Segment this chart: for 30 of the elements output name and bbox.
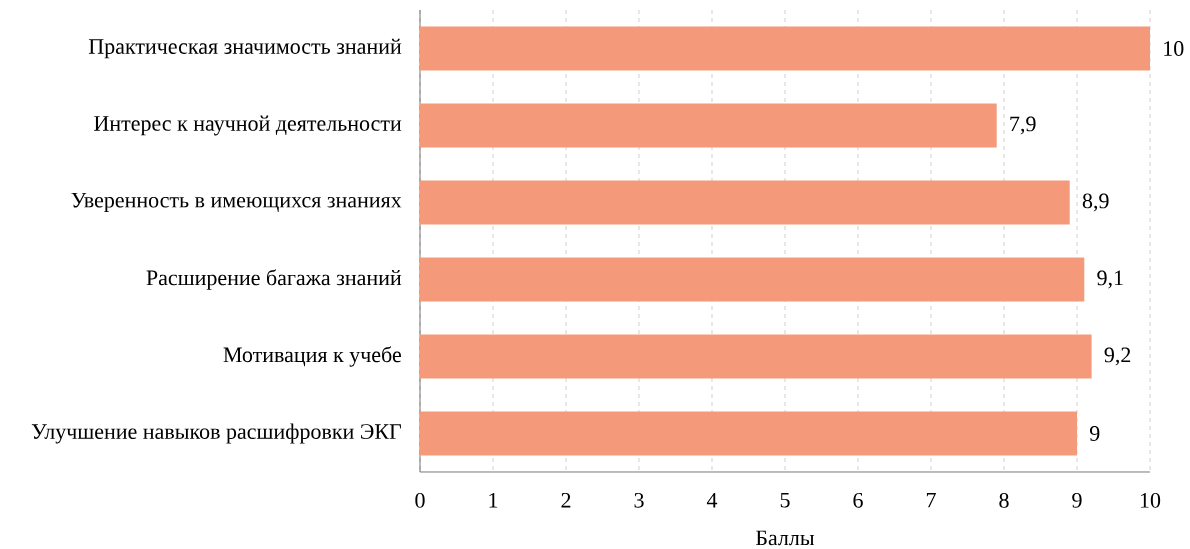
y-tick-label: Расширение багажа знаний: [146, 269, 402, 290]
data-label: 9,1: [1097, 270, 1123, 289]
x-axis-title: Баллы: [755, 530, 815, 546]
data-label: 9,2: [1104, 347, 1131, 366]
x-tick-label: 7: [926, 492, 936, 508]
y-tick-label: Улучшение навыков расшифровки ЭКГ: [31, 423, 401, 444]
x-tick-label: 0: [415, 492, 425, 508]
x-tick-label: 1: [489, 492, 498, 508]
x-tick-label: 9: [1072, 492, 1082, 508]
data-label: 9: [1089, 426, 1100, 441]
x-tick-label: 2: [561, 492, 571, 508]
x-tick-label: 6: [853, 492, 863, 508]
bar: [420, 257, 1085, 302]
bar: [420, 411, 1077, 456]
y-tick-label: Интерес к научной деятельности: [94, 115, 402, 136]
x-tick-label: 10: [1140, 492, 1161, 508]
bar: [420, 334, 1092, 379]
data-label: 10: [1164, 41, 1184, 56]
x-tick-label: 3: [634, 492, 644, 508]
bar: [420, 103, 997, 148]
bar: [420, 180, 1070, 225]
x-tick-label: 5: [780, 492, 790, 508]
y-tick-label: Уверенность в имеющихся знаниях: [71, 192, 402, 213]
y-tick-label: Мотивация к учебе: [223, 346, 401, 367]
bar: [420, 26, 1150, 71]
x-tick-label: 4: [706, 492, 718, 508]
y-tick-label: Практическая значимость знаний: [88, 38, 402, 59]
x-tick-label: 8: [999, 492, 1009, 508]
data-label: 7,9: [1010, 116, 1036, 135]
data-label: 8,9: [1082, 193, 1109, 212]
